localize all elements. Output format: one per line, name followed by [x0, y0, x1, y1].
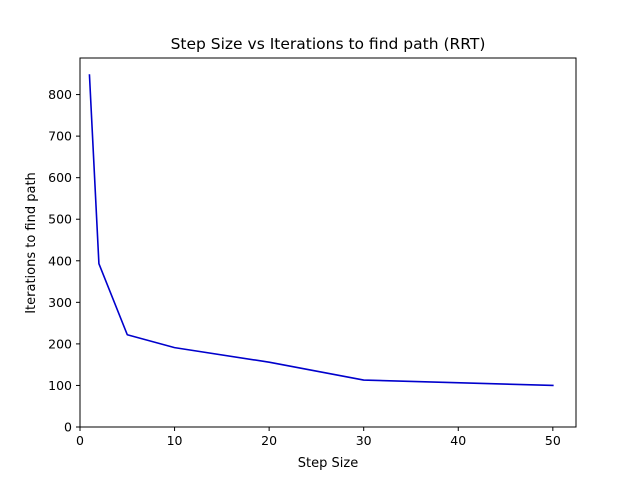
x-tick-label-30: 30: [356, 433, 372, 448]
y-tick-label-500: 500: [48, 212, 72, 227]
x-tick-label-10: 10: [167, 433, 183, 448]
x-tick-label-20: 20: [261, 433, 277, 448]
y-tick-label-200: 200: [48, 336, 72, 351]
y-axis-label: Iterations to find path: [24, 172, 39, 314]
y-tick-label-400: 400: [48, 253, 72, 268]
y-tick-label-300: 300: [48, 295, 72, 310]
x-tick-label-40: 40: [450, 433, 466, 448]
y-tick-label-0: 0: [64, 420, 72, 435]
y-tick-label-100: 100: [48, 378, 72, 393]
y-tick-label-600: 600: [48, 170, 72, 185]
y-tick-label-800: 800: [48, 87, 72, 102]
series-line-0: [88, 74, 554, 387]
chart-title: Step Size vs Iterations to find path (RR…: [171, 35, 486, 53]
x-tick-label-50: 50: [545, 433, 561, 448]
axes-frame: [79, 57, 577, 428]
x-tick-label-0: 0: [76, 433, 84, 448]
x-axis-label: Step Size: [298, 456, 358, 471]
y-tick-label-700: 700: [48, 129, 72, 144]
